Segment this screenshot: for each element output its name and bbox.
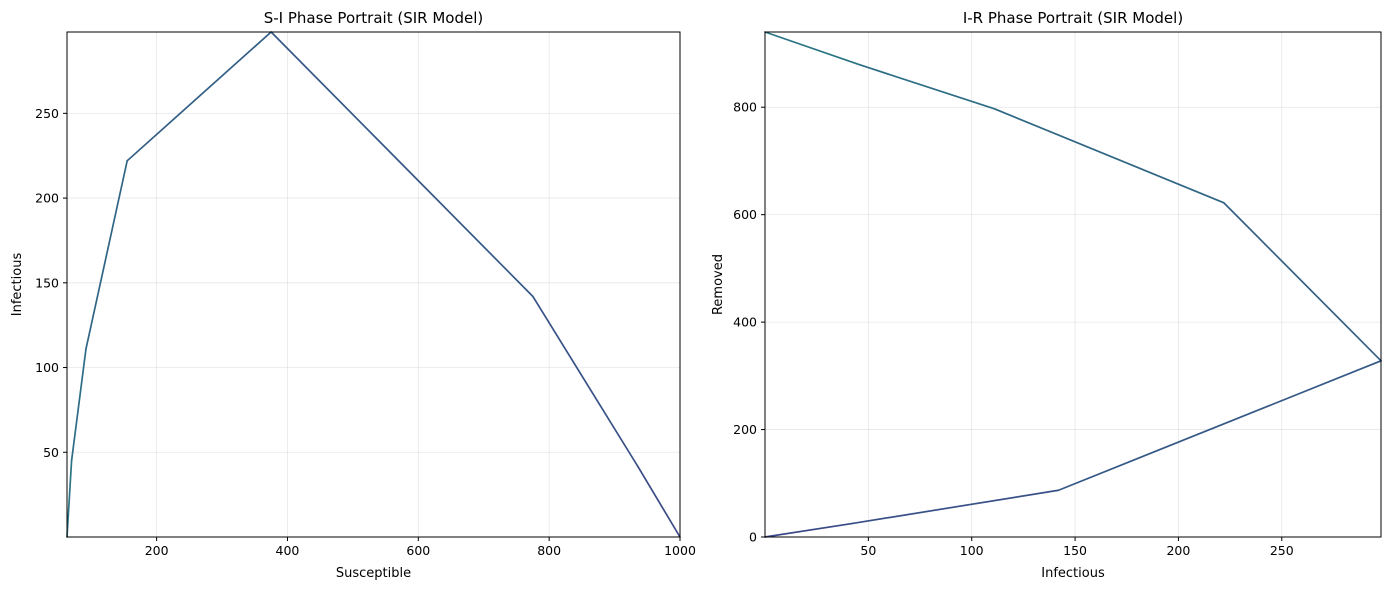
ir-x-axis-label: Infectious [1041, 566, 1105, 581]
ir-y-axis-label: Removed [711, 254, 726, 315]
ir-plot-frame [764, 31, 1382, 538]
si-phase-portrait-panel: 200 400 600 800 1000 50 100 150 200 250 S-I Phase … [10, 9, 696, 581]
si-y-tick-label: 200 [35, 191, 59, 206]
ir-trajectory-segment [764, 31, 859, 66]
si-y-tick-label: 150 [35, 275, 59, 290]
ir-trajectory-segment [764, 522, 853, 538]
si-x-tick-label: 1000 [664, 543, 696, 558]
ir-trajectory-segment [1057, 359, 1382, 492]
si-trajectory-segment [85, 159, 129, 350]
si-x-tick-label: 400 [276, 543, 300, 558]
si-y-tick-label: 250 [35, 106, 59, 121]
si-trajectory-segment [70, 348, 87, 462]
ir-x-tick-label: 200 [1166, 543, 1190, 558]
ir-trajectory-segment [850, 489, 1060, 525]
si-trajectory-segment [636, 464, 681, 538]
ir-x-tick-label: 100 [960, 543, 984, 558]
ir-y-tick-label: 200 [733, 422, 757, 437]
ir-phase-portrait-panel: 50 100 150 200 250 0 200 400 600 800 I-R Phase Por… [711, 9, 1382, 581]
ir-x-tick-label: 50 [860, 543, 876, 558]
ir-trajectory-segment [857, 63, 996, 110]
si-trajectory-segment [270, 31, 534, 298]
ir-trajectory-segment [1223, 201, 1382, 362]
si-y-tick-label: 50 [43, 445, 59, 460]
ir-x-tick-label: 250 [1270, 543, 1294, 558]
si-x-axis-label: Susceptible [336, 566, 411, 581]
si-chart-title: S-I Phase Portrait (SIR Model) [264, 9, 483, 27]
si-plot-frame [66, 31, 681, 538]
si-x-tick-label: 200 [145, 543, 169, 558]
si-x-tick-label: 600 [406, 543, 430, 558]
si-y-tick-label: 100 [35, 360, 59, 375]
si-x-tick-label: 800 [537, 543, 561, 558]
si-trajectory-segment [126, 31, 272, 162]
ir-chart-title: I-R Phase Portrait (SIR Model) [963, 9, 1183, 27]
ir-x-tick-label: 150 [1063, 543, 1087, 558]
si-trajectory-segment [531, 295, 639, 467]
ir-trajectory-segment [993, 107, 1225, 204]
ir-y-tick-label: 400 [733, 315, 757, 330]
ir-y-tick-label: 0 [749, 530, 757, 545]
si-y-axis-label: Infectious [10, 253, 25, 317]
ir-y-tick-label: 600 [733, 207, 757, 222]
si-trajectory-segment [66, 459, 73, 538]
ir-y-tick-label: 800 [733, 100, 757, 115]
